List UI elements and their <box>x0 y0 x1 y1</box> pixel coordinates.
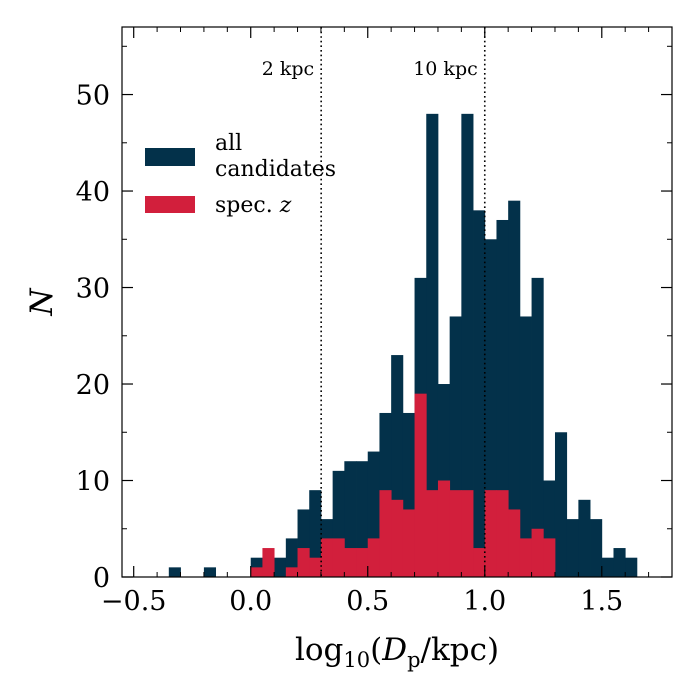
y-tick-label: 0 <box>93 563 110 594</box>
bar-spec-z <box>356 548 369 577</box>
y-axis-title: N <box>24 287 60 317</box>
legend: all candidates spec. z <box>145 131 336 218</box>
bar-all-candidates <box>625 557 638 577</box>
bar-spec-z <box>402 509 415 577</box>
bar-spec-z <box>426 490 439 577</box>
bar-spec-z <box>449 490 462 577</box>
x-tick-label: 1.5 <box>580 586 623 617</box>
bar-spec-z <box>262 548 275 577</box>
bar-all-candidates <box>168 567 181 577</box>
bar-all-candidates <box>613 548 626 577</box>
axis-ticks <box>122 27 672 578</box>
bar-spec-z <box>508 509 521 577</box>
legend-label-all-candidates: all candidates <box>215 131 336 182</box>
bar-spec-z <box>309 557 322 577</box>
bar-all-candidates <box>274 557 287 577</box>
bar-spec-z <box>461 490 474 577</box>
y-tick-label: 40 <box>76 177 110 208</box>
y-tick-label: 50 <box>76 81 110 112</box>
legend-swatch-spec-z <box>145 196 195 213</box>
bar-spec-z <box>531 528 544 577</box>
reference-line-label-2: 10 kpc <box>413 58 478 80</box>
bar-all-candidates <box>519 316 532 577</box>
bar-spec-z <box>437 480 451 577</box>
x-axis-title-close: /kpc) <box>421 632 500 668</box>
bar-spec-z <box>543 538 556 577</box>
bar-spec-z <box>496 490 509 577</box>
bar-spec-z <box>379 490 392 577</box>
x-axis-title: log10(Dp/kpc) <box>295 632 499 672</box>
bar-spec-z <box>297 548 310 577</box>
x-tick-label: 0.5 <box>346 586 389 617</box>
x-axis-title-log: log <box>295 632 343 668</box>
bar-all-candidates <box>578 499 591 577</box>
bar-spec-z <box>519 538 532 577</box>
bar-all-candidates <box>426 113 439 577</box>
plot-frame <box>121 26 673 578</box>
bar-spec-z <box>332 538 345 577</box>
bar-spec-z <box>320 538 334 577</box>
x-tick-label: 0.0 <box>229 586 272 617</box>
bar-spec-z <box>250 567 263 577</box>
x-axis-title-var-sub: p <box>407 648 420 672</box>
x-axis-title-sub: 10 <box>343 648 370 672</box>
legend-swatch-all-candidates <box>145 148 195 166</box>
y-tick-label: 10 <box>76 467 110 498</box>
bar-all-candidates <box>531 277 544 577</box>
bar-spec-z <box>367 538 380 577</box>
bar-spec-z <box>285 567 298 577</box>
bar-all-candidates <box>496 219 509 578</box>
bar-all-candidates <box>554 432 568 577</box>
bar-all-candidates <box>309 490 322 577</box>
bar-all-candidates <box>566 519 579 577</box>
bar-all-candidates <box>203 567 217 577</box>
series-spec-z <box>250 393 556 577</box>
y-tick-label: 20 <box>76 370 110 401</box>
legend-label-spec-z: spec. z <box>215 193 292 218</box>
bar-all-candidates <box>473 210 486 577</box>
x-axis-title-open: ( <box>370 632 382 668</box>
bar-spec-z <box>484 490 497 577</box>
bar-spec-z <box>473 548 486 577</box>
reference-line-label-1: 2 kpc <box>262 58 314 80</box>
y-tick-label: 30 <box>76 274 110 305</box>
x-tick-label: −0.5 <box>101 586 167 617</box>
bar-all-candidates <box>508 200 521 577</box>
bar-all-candidates <box>601 557 614 577</box>
bar-spec-z <box>414 393 427 577</box>
bar-all-candidates <box>590 519 603 577</box>
bar-all-candidates <box>461 113 474 577</box>
bar-spec-z <box>391 499 404 577</box>
axis-tick-labels: −0.5 0.0 0.5 1.0 1.5 0 10 20 30 40 50 <box>76 81 624 617</box>
bar-spec-z <box>344 548 357 577</box>
reference-lines: 2 kpc 10 kpc <box>262 27 486 577</box>
x-axis-title-var: D <box>381 632 407 668</box>
x-tick-label: 1.0 <box>463 586 506 617</box>
